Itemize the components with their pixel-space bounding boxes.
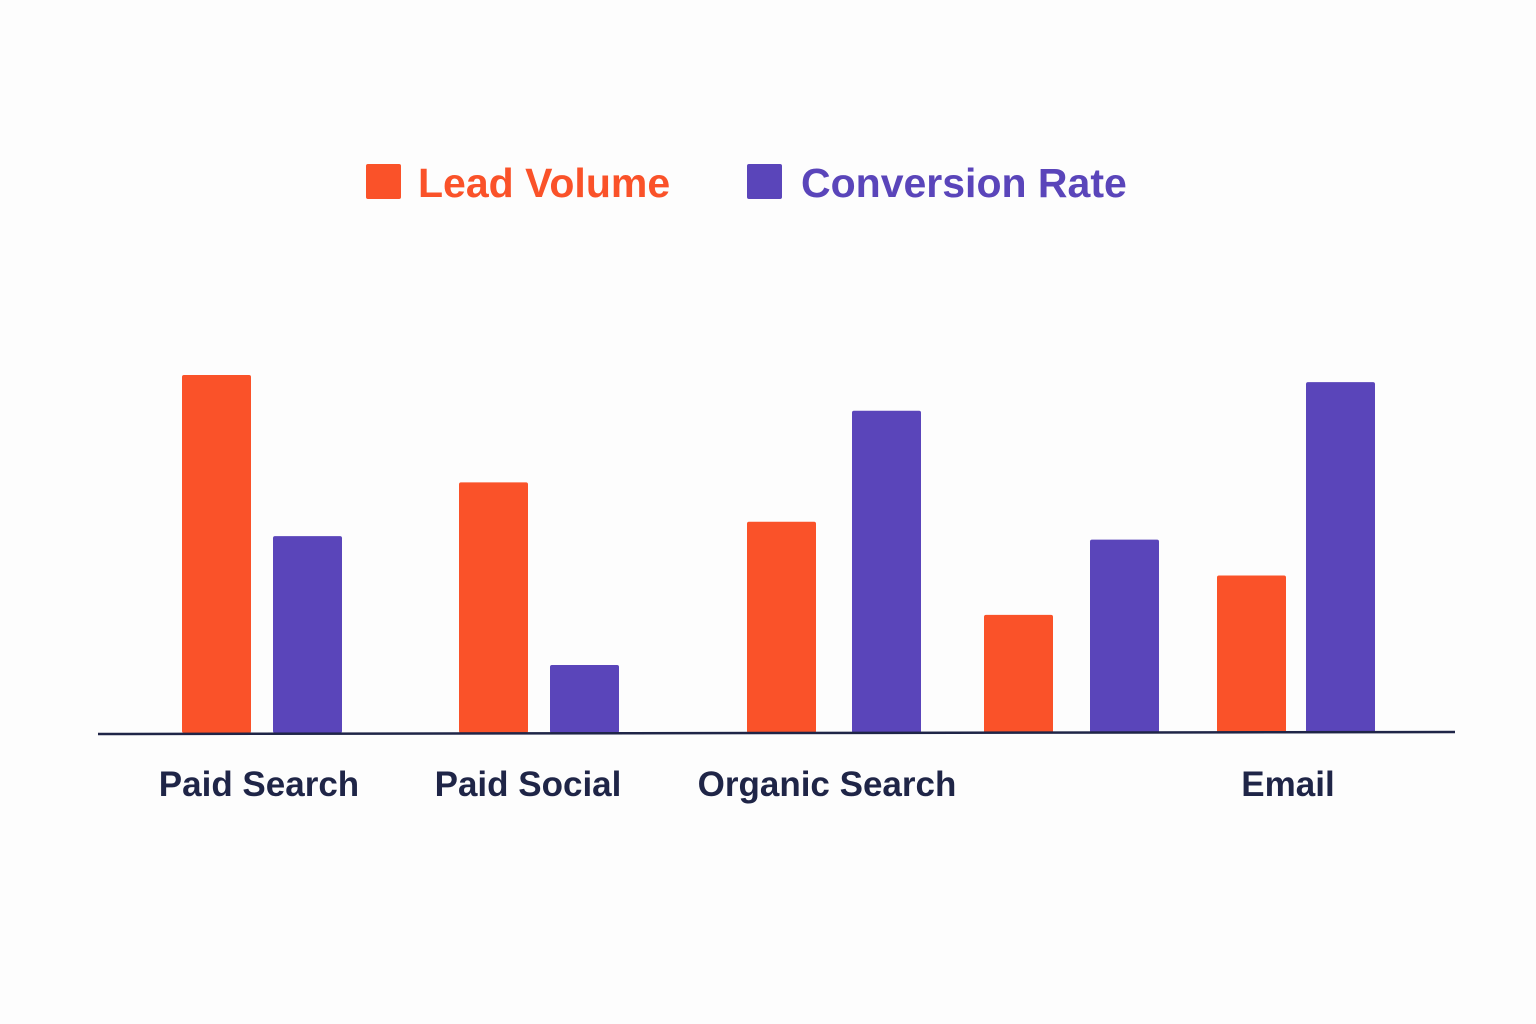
bar-paid-social-lead-volume	[459, 482, 528, 733]
x-axis-line	[97, 730, 1456, 736]
legend-swatch-lead-volume	[366, 164, 401, 199]
tick-label-paid-search: Paid Search	[159, 765, 359, 804]
bar-paid-search-conversion-rate	[273, 536, 342, 733]
x-tick-labels: Paid Search Paid Social Organic Search Emai…	[159, 765, 1335, 804]
bar-organic-search-conversion-rate	[852, 410, 921, 733]
legend-label-conversion-rate: Conversion Rate	[801, 160, 1127, 206]
legend: Lead Volume Conversion Rate	[366, 160, 1127, 206]
tick-label-email: Email	[1241, 765, 1334, 804]
tick-label-organic-search: Organic Search	[698, 765, 957, 804]
bar-paid-search-lead-volume	[182, 375, 251, 733]
legend-label-lead-volume: Lead Volume	[418, 160, 670, 206]
bars	[182, 375, 1375, 733]
tick-label-paid-social: Paid Social	[435, 765, 622, 804]
bar-paid-social-conversion-rate	[550, 664, 619, 733]
bar-organic-search-lead-volume	[747, 521, 816, 733]
legend-swatch-conversion-rate	[747, 164, 782, 199]
bar-category-4-conversion-rate	[1090, 539, 1159, 733]
bar-category-4-lead-volume	[984, 614, 1053, 733]
bar-email-conversion-rate	[1306, 382, 1375, 733]
bar-email-lead-volume	[1217, 575, 1286, 733]
